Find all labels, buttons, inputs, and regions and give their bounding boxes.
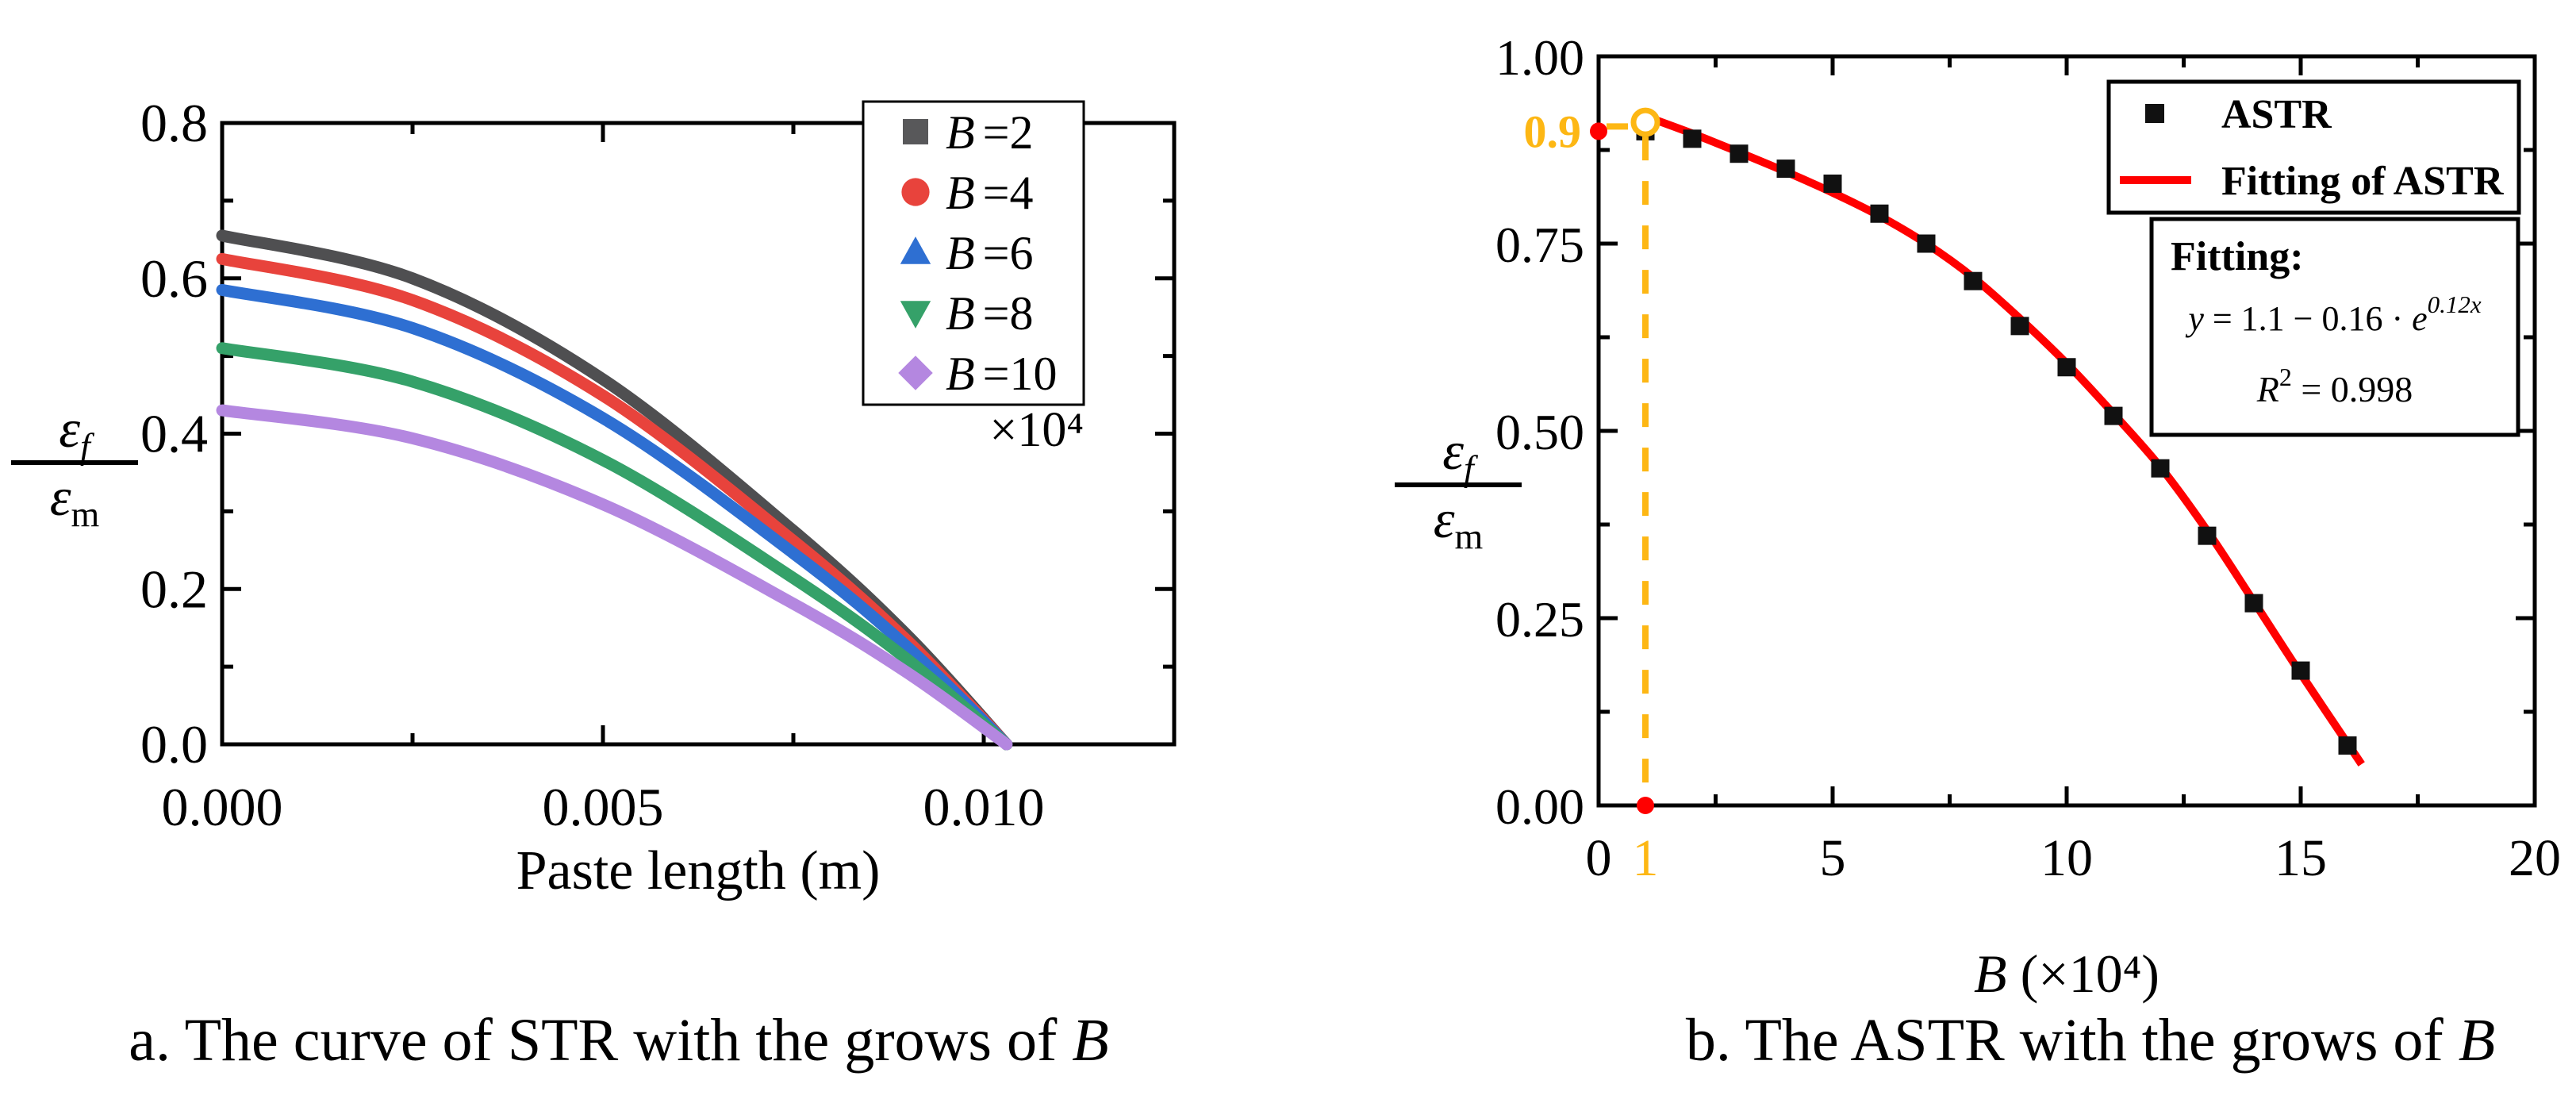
caption-panel-b: b. The ASTR with the grows of B <box>1685 1007 2496 1074</box>
data-point <box>1776 159 1795 179</box>
data-point <box>2244 594 2263 613</box>
panel-a-x-tick-label: 0.005 <box>543 777 664 837</box>
reference-annotation: 0.91 <box>1524 106 1660 887</box>
fitting-box-frame <box>2149 217 2520 437</box>
panel-b-x-tick-label: 15 <box>2275 829 2327 887</box>
data-point <box>1683 129 1702 148</box>
panel-a-y-tick-label: 0.8 <box>140 93 208 153</box>
caption-panel-a: a. The curve of STR with the grows of B <box>129 1007 1109 1074</box>
panel-a-x-tick-label: 0.010 <box>923 777 1045 837</box>
series-B=8-curve <box>216 342 1013 751</box>
epsilon-m-label: εm <box>1395 482 1522 555</box>
x-ref-label: 1 <box>1633 829 1659 887</box>
square-marker-icon <box>2145 104 2164 123</box>
data-point <box>1917 234 1936 253</box>
axis-dot-x1 <box>1637 797 1654 814</box>
panel-b-x-tick-label: 20 <box>2509 829 2561 887</box>
panel-b-legend-box <box>2106 79 2521 215</box>
axis-dot-y09 <box>1590 122 1607 140</box>
panel-a-legend-scale-note: ×10⁴ <box>989 403 1084 457</box>
panel-a-y-tick-label: 0.4 <box>140 404 208 464</box>
data-point <box>1964 271 1983 290</box>
panel-a-y-tick-label: 0.6 <box>140 248 208 309</box>
data-point <box>2338 736 2357 755</box>
y-axis-label-panel-b: εf εm <box>1395 421 1522 555</box>
square-marker-icon <box>903 119 928 144</box>
panel-b-x-tick-label: 10 <box>2040 829 2093 887</box>
y-axis-label-panel-a: εf εm <box>11 398 138 532</box>
data-point <box>2104 406 2123 425</box>
epsilon-m-label: εm <box>11 460 138 532</box>
circle-marker-icon <box>901 178 930 206</box>
panel-a-legend-box <box>862 100 1085 406</box>
x-axis-title-panel-a: Paste length (m) <box>516 840 881 901</box>
panel-b-x-tick-label: 0 <box>1586 829 1612 887</box>
series-B=10-curve <box>216 404 1013 751</box>
panel-b-y-tick-label: 0.75 <box>1495 217 1584 273</box>
panel-b-axes: 0 5 10 15 20 0.00 0.25 0.50 0.75 1.00 <box>1495 29 2561 887</box>
panel-a-y-tick-label: 0.2 <box>140 559 208 619</box>
astr-scatter-points <box>1636 121 2357 755</box>
panel-a-legend-label: B =4 <box>946 167 1034 219</box>
data-point <box>1729 144 1749 163</box>
data-point <box>2198 526 2217 545</box>
data-point <box>2291 661 2310 680</box>
data-point <box>1870 204 1889 223</box>
legend-label-fitting: Fitting of ASTR <box>2221 159 2505 204</box>
epsilon-f-label: εf <box>1442 421 1474 489</box>
panel-a-x-tick-label: 0.000 <box>162 777 283 837</box>
open-circle-marker <box>1630 107 1660 137</box>
data-point <box>2057 358 2076 377</box>
panel-a-axes: 0.000 0.005 0.010 0.0 0.2 0.4 0.6 0.8 <box>140 93 1177 837</box>
r-squared-value: R2 = 0.998 <box>2256 363 2413 409</box>
data-point <box>2010 317 2029 336</box>
panel-b-y-tick-label: 1.00 <box>1495 29 1584 86</box>
y-ref-label: 0.9 <box>1524 106 1582 157</box>
epsilon-f-label: εf <box>59 398 90 467</box>
series-B=6-curve <box>216 283 1013 751</box>
panel-b-y-tick-label: 0.50 <box>1495 404 1584 460</box>
panel-b-y-tick-label: 0.00 <box>1495 778 1584 835</box>
triangle-up-marker-icon <box>900 236 931 264</box>
x-axis-title-panel-b: B (×10⁴) <box>1974 944 2159 1004</box>
panel-b-y-tick-label: 0.25 <box>1495 591 1584 648</box>
panel-a-y-tick-label: 0.0 <box>140 714 208 774</box>
panel-a-legend-label: B =8 <box>946 287 1034 340</box>
panel-a-series <box>216 229 1013 751</box>
diamond-marker-icon <box>898 355 933 390</box>
fitting-equation: y = 1.1 − 0.16 · e0.12x <box>2185 290 2482 338</box>
fitting-box-title: Fitting: <box>2171 234 2304 279</box>
triangle-down-marker-icon <box>900 301 931 329</box>
data-point <box>1823 174 1842 193</box>
panel-b-x-tick-label: 5 <box>1820 829 1846 887</box>
fitting-info-box: Fitting: y = 1.1 − 0.16 · e0.12x R2 = 0.99… <box>2149 217 2520 437</box>
panel-a-legend-label: B =2 <box>946 106 1034 159</box>
panel-a-legend-label: B =6 <box>946 227 1034 279</box>
legend-label-astr: ASTR <box>2221 92 2332 137</box>
panel-b-legend: ASTR Fitting of ASTR <box>2106 79 2521 215</box>
panel-a-legend-label: B =10 <box>946 348 1058 400</box>
data-point <box>2151 459 2170 478</box>
panel-a-legend: B =2 B =4 B =6 B =8 B =10×10⁴ <box>862 100 1085 457</box>
